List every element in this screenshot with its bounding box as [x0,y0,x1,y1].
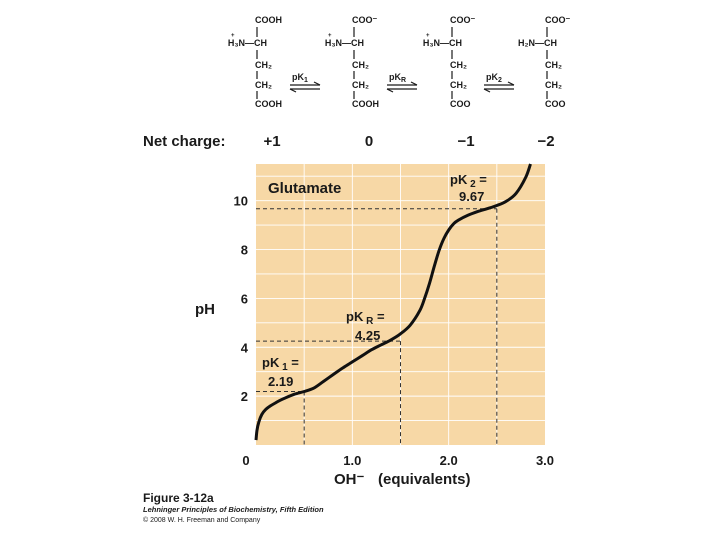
structure-carboxyl-bottom: COOH [352,99,379,109]
net-charge-value: −1 [457,133,474,150]
structure-amino-group: H₃N—CH [423,38,462,48]
x-axis-title-unit: (equivalents) [378,471,471,488]
copyright-line: © 2008 W. H. Freeman and Company [143,517,261,524]
x-tick-label: 1.0 [343,453,361,468]
glutamate-structure: COOH CH₂ CH₂ COOH H₃N—CH+ [228,15,282,109]
y-tick-label: 10 [234,194,248,209]
equilibrium-arrow: pKR [386,72,418,93]
net-charge-row: Net charge: +1 0 −1 −2 [143,133,555,150]
structure-ch2: CH₂ [352,60,369,70]
structures-row: COOHCH₂CH₂COOHH₃N—CH+COO⁻CH₂CH₂COOHH₃N—C… [228,15,571,109]
pk-annotation-label: pK R = [346,309,385,327]
pk-annotation-value: 9.67 [459,189,484,204]
structure-ch2: CH₂ [255,80,272,90]
structure-ch2: CH₂ [450,60,467,70]
y-tick-label: 2 [241,389,248,404]
pk-annotation: pK R =4.25 [346,309,385,343]
structure-amino-group: H₃N—CH [325,38,364,48]
equilibrium-arrow: pK2 [483,72,515,93]
structure-ch2: CH₂ [545,80,562,90]
structure-plus-charge: + [426,33,430,39]
structure-plus-charge: + [328,33,332,39]
pk-annotations: pK 1 =2.19 pK R =4.25 pK 2 =9.67 [262,172,487,389]
structure-carboxyl-bottom: COOH [255,99,282,109]
pk-annotation-label: pK 1 = [262,355,299,373]
y-tick-labels: 2 4 6 8 10 [234,194,249,404]
equilibrium-label: pK1 [292,72,308,84]
glutamate-structure: COO⁻ CH₂ CH₂ COO H₂N—CH [518,15,571,109]
pk-annotation: pK 2 =9.67 [450,172,487,204]
pk-guide [256,390,305,445]
structure-amino-group: H₂N—CH [518,38,557,48]
equilibrium-label: pK2 [486,72,502,84]
net-charge-label: Net charge: [143,133,226,150]
net-charge-value: +1 [263,133,280,150]
chart-title: Glutamate [268,180,341,197]
y-tick-label: 4 [241,340,249,355]
structure-carboxyl-top: COO⁻ [545,15,571,25]
book-title: Lehninger Principles of Biochemistry, Fi… [143,505,324,514]
glutamate-structure: COO⁻ CH₂ CH₂ COO H₃N—CH+ [423,15,476,109]
y-tick-label: 8 [241,243,248,258]
structure-amino-group: H₃N—CH [228,38,267,48]
pk-annotation: pK 1 =2.19 [262,355,299,389]
pk-guide-lines [256,208,498,445]
figure-caption: Figure 3-12a [143,491,214,505]
equilibrium-label: pKR [389,72,406,84]
y-axis-title: pH [195,301,215,318]
x-tick-labels: 1.0 2.0 3.0 [343,453,554,468]
pk-guide [256,340,401,445]
structure-carboxyl-top: COOH [255,15,282,25]
structure-carboxyl-bottom: COO [545,99,566,109]
structure-ch2: CH₂ [255,60,272,70]
structure-ch2: CH₂ [352,80,369,90]
x-tick-label: 2.0 [440,453,458,468]
x-axis-title-main: OH⁻ [334,471,365,488]
origin-label: 0 [242,453,249,468]
pk-guide [256,208,498,445]
structure-carboxyl-bottom: COO [450,99,471,109]
pk-annotation-label: pK 2 = [450,172,487,190]
structure-plus-charge: + [231,33,235,39]
titration-curve [254,163,532,441]
net-charge-value: 0 [365,133,373,150]
glutamate-structure: COO⁻ CH₂ CH₂ COOH H₃N—CH+ [325,15,379,109]
pk-annotation-value: 4.25 [355,328,380,343]
equilibrium-arrow: pK1 [289,72,321,93]
net-charge-value: −2 [537,133,554,150]
structure-carboxyl-top: COO⁻ [450,15,476,25]
pk-annotation-value: 2.19 [268,374,293,389]
structure-ch2: CH₂ [450,80,467,90]
y-tick-label: 6 [241,291,248,306]
equilibria-row: pK1 pKR pK2 [289,72,515,93]
structure-ch2: CH₂ [545,60,562,70]
x-tick-label: 3.0 [536,453,554,468]
structure-carboxyl-top: COO⁻ [352,15,378,25]
